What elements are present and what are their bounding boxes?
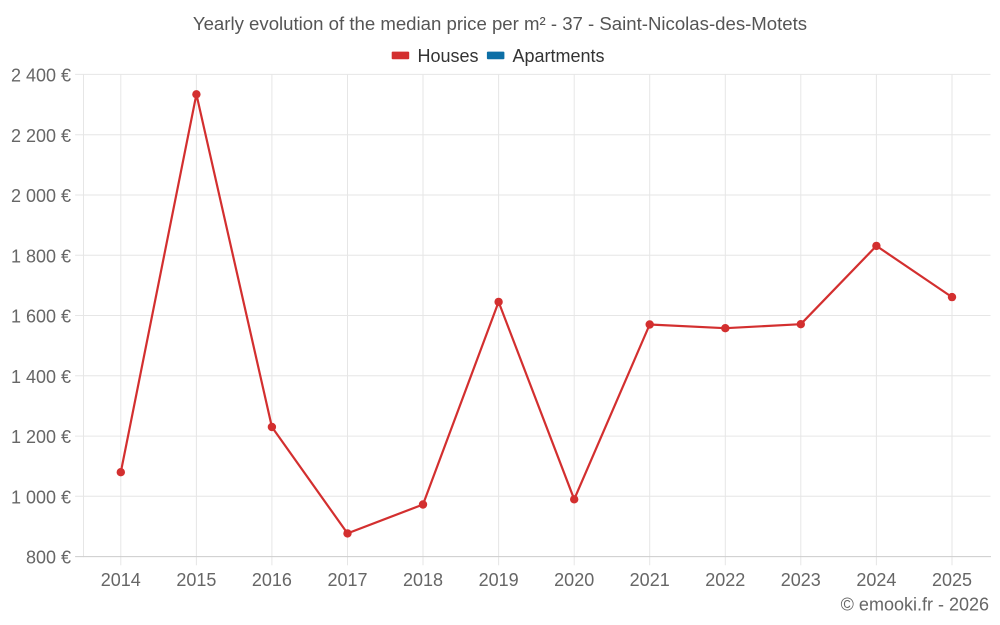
- svg-text:800 €: 800 €: [26, 548, 71, 568]
- svg-text:Houses: Houses: [418, 46, 479, 66]
- svg-text:2 200 €: 2 200 €: [11, 126, 71, 146]
- svg-text:© emooki.fr - 2026: © emooki.fr - 2026: [841, 594, 989, 614]
- svg-text:2 000 €: 2 000 €: [11, 186, 71, 206]
- svg-text:1 600 €: 1 600 €: [11, 307, 71, 327]
- svg-text:Yearly evolution of the median: Yearly evolution of the median price per…: [193, 13, 807, 34]
- svg-text:2014: 2014: [101, 570, 141, 590]
- svg-text:2019: 2019: [479, 570, 519, 590]
- svg-text:1 000 €: 1 000 €: [11, 487, 71, 507]
- svg-text:1 400 €: 1 400 €: [11, 367, 71, 387]
- svg-text:2015: 2015: [176, 570, 216, 590]
- svg-text:2017: 2017: [327, 570, 367, 590]
- svg-text:2023: 2023: [781, 570, 821, 590]
- svg-text:2018: 2018: [403, 570, 443, 590]
- svg-text:2 400 €: 2 400 €: [11, 66, 71, 86]
- svg-text:2025: 2025: [932, 570, 972, 590]
- svg-text:2024: 2024: [856, 570, 896, 590]
- svg-text:2016: 2016: [252, 570, 292, 590]
- svg-text:2022: 2022: [705, 570, 745, 590]
- svg-text:2020: 2020: [554, 570, 594, 590]
- svg-text:Apartments: Apartments: [513, 46, 605, 66]
- svg-text:1 800 €: 1 800 €: [11, 246, 71, 266]
- svg-text:2021: 2021: [630, 570, 670, 590]
- svg-text:1 200 €: 1 200 €: [11, 427, 71, 447]
